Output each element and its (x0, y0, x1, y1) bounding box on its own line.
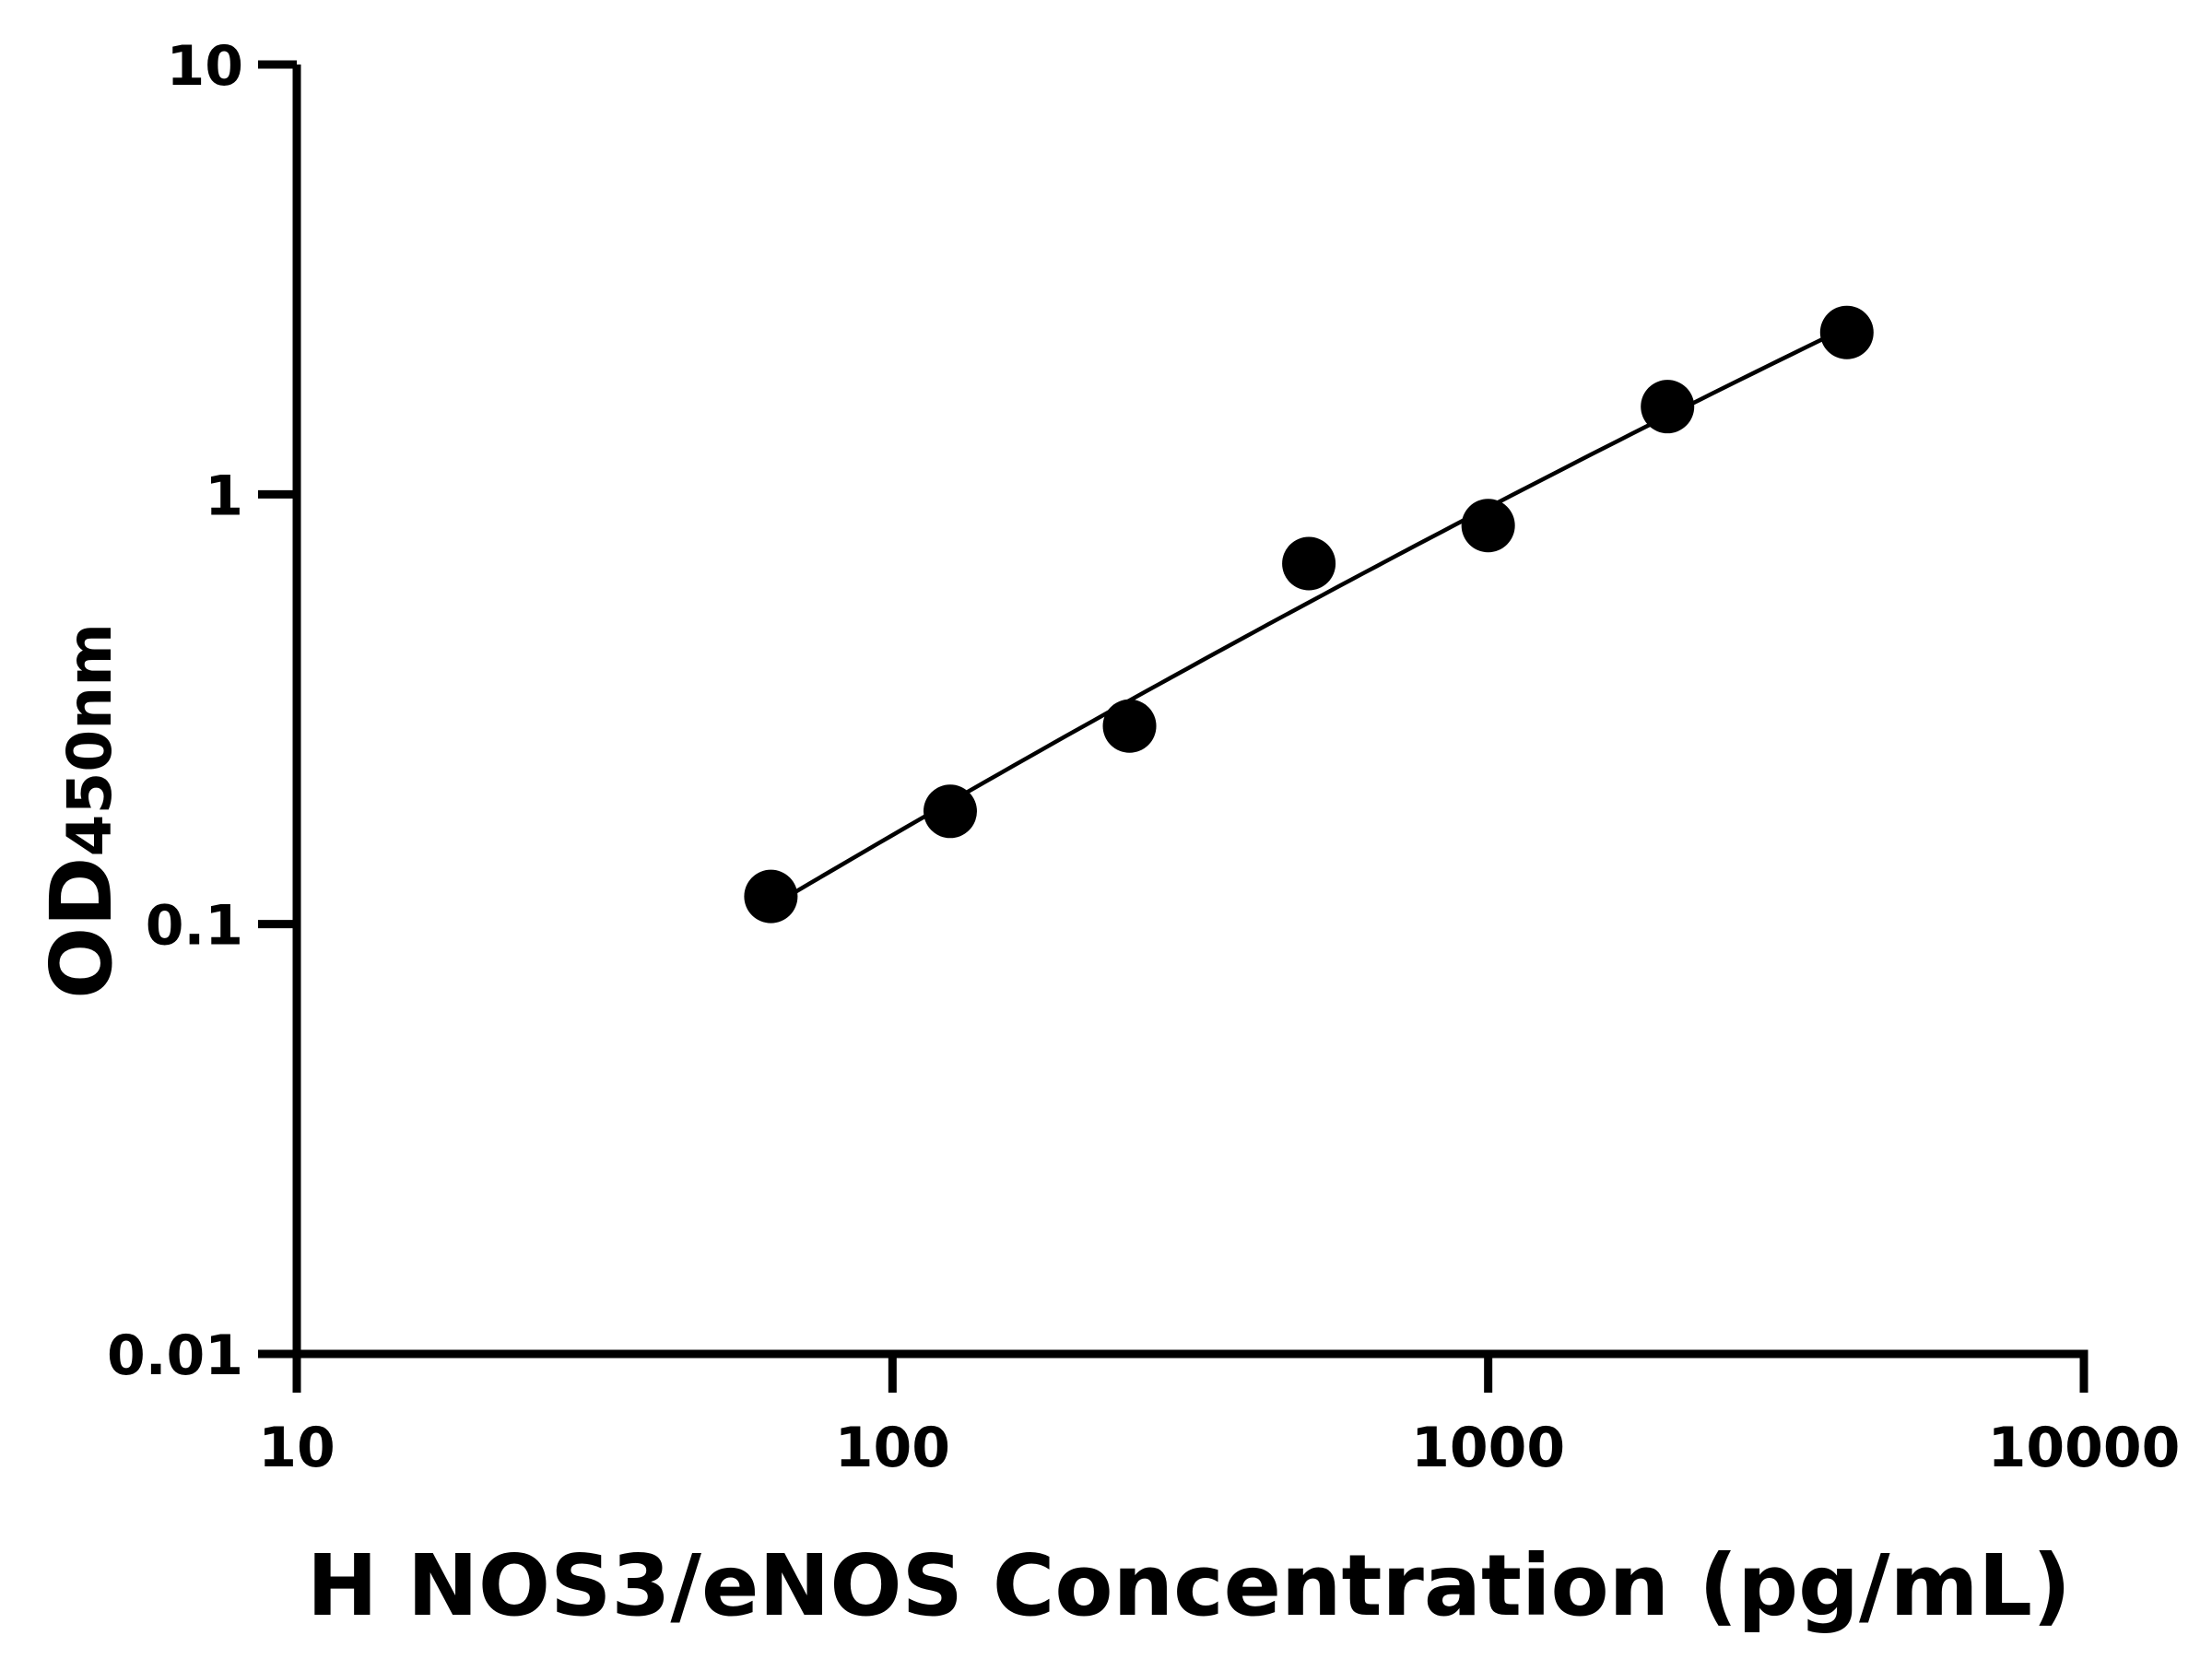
axes (258, 60, 2088, 1393)
data-point (744, 869, 798, 924)
data-point (1282, 536, 1336, 591)
x-tick-label: 1000 (1411, 1416, 1565, 1480)
y-axis-label-sub: 450nm (54, 623, 125, 857)
data-point (1641, 380, 1695, 434)
y-axis-label-main: OD (32, 856, 131, 999)
tick-labels: 0.01 0.1 1 10 10 100 1000 10000 (107, 34, 2180, 1480)
data-point (923, 784, 977, 839)
data-points (744, 305, 1874, 924)
y-tick-label: 10 (167, 34, 244, 99)
x-axis-label: H NOS3/eNOS Concentration (pg/mL) (307, 1536, 2071, 1635)
y-tick-label: 1 (205, 464, 243, 528)
y-tick-label: 0.1 (146, 894, 243, 959)
x-tick-label: 10 (258, 1416, 335, 1480)
y-tick-label: 0.01 (107, 1324, 243, 1388)
y-axis-label: OD450nm (32, 623, 131, 999)
data-point (1461, 499, 1515, 553)
data-point (1819, 305, 1874, 359)
x-tick-label: 10000 (1988, 1416, 2181, 1480)
data-point (1102, 699, 1157, 753)
x-tick-label: 100 (835, 1416, 950, 1480)
